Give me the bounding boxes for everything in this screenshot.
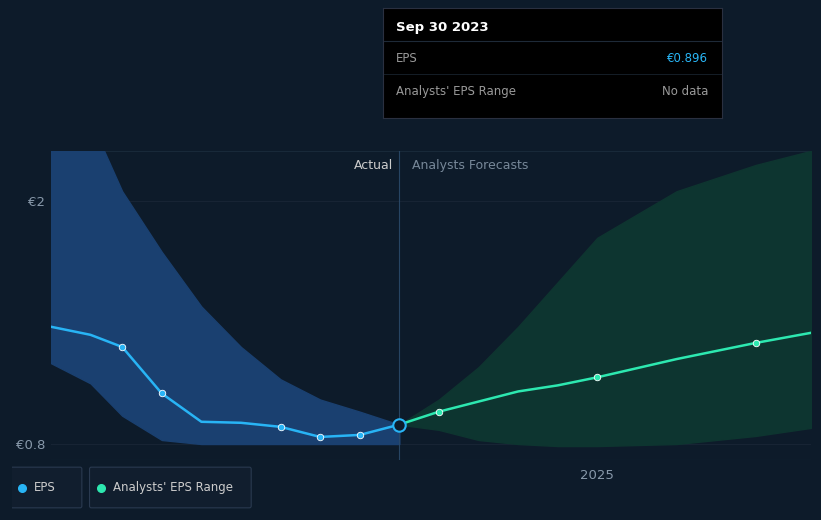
Point xyxy=(433,408,446,416)
FancyBboxPatch shape xyxy=(89,467,251,508)
Point xyxy=(749,339,762,347)
Point xyxy=(591,373,604,382)
Point xyxy=(155,389,168,398)
Point xyxy=(116,343,129,351)
Point xyxy=(274,423,287,431)
Point xyxy=(392,421,406,429)
Text: No data: No data xyxy=(662,85,708,98)
Text: Analysts' EPS Range: Analysts' EPS Range xyxy=(397,85,516,98)
FancyBboxPatch shape xyxy=(11,467,82,508)
Text: Sep 30 2023: Sep 30 2023 xyxy=(397,21,488,34)
Text: EPS: EPS xyxy=(34,481,56,494)
Point xyxy=(353,431,366,439)
Text: Actual: Actual xyxy=(354,159,393,172)
Text: €0.896: €0.896 xyxy=(667,52,708,65)
Point xyxy=(314,433,327,441)
Point xyxy=(392,421,406,429)
Text: Analysts Forecasts: Analysts Forecasts xyxy=(412,159,529,172)
Text: EPS: EPS xyxy=(397,52,418,65)
Text: Analysts' EPS Range: Analysts' EPS Range xyxy=(113,481,233,494)
